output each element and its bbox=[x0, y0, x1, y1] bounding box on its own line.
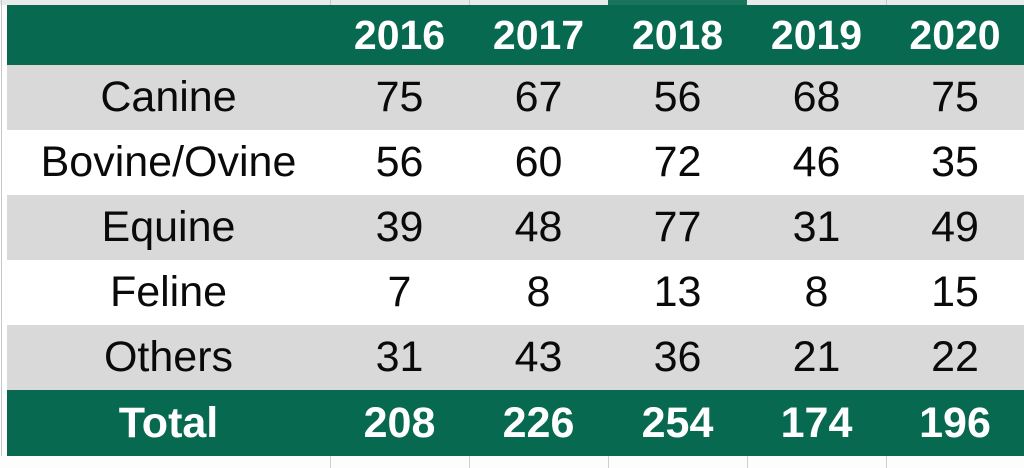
cell-others-2016: 31 bbox=[330, 325, 469, 390]
cell-canine-2020: 75 bbox=[886, 65, 1024, 130]
cell-feline-2018: 13 bbox=[608, 260, 747, 325]
cell-canine-2019: 68 bbox=[747, 65, 886, 130]
gridline bbox=[608, 456, 609, 468]
cell-total-2016: 208 bbox=[330, 390, 469, 456]
cell-feline-2020: 15 bbox=[886, 260, 1024, 325]
cell-total-2017: 226 bbox=[469, 390, 608, 456]
row-label: Others bbox=[7, 325, 330, 390]
table-row-equine: Equine 39 48 77 31 49 bbox=[7, 195, 1024, 260]
cell-bovine-2016: 56 bbox=[330, 130, 469, 195]
left-edge-gridline bbox=[1, 0, 2, 468]
year-header-2016: 2016 bbox=[330, 5, 469, 65]
cell-equine-2016: 39 bbox=[330, 195, 469, 260]
spreadsheet-row-below-sliver bbox=[0, 456, 1024, 468]
gridline bbox=[886, 456, 887, 468]
cell-feline-2019: 8 bbox=[747, 260, 886, 325]
table-header-row: 2016 2017 2018 2019 2020 bbox=[7, 5, 1024, 65]
cell-equine-2017: 48 bbox=[469, 195, 608, 260]
gridline bbox=[469, 456, 470, 468]
cell-bovine-2020: 35 bbox=[886, 130, 1024, 195]
spreadsheet-row-above-sliver bbox=[0, 0, 1024, 5]
year-header-2018: 2018 bbox=[608, 5, 747, 65]
cell-equine-2018: 77 bbox=[608, 195, 747, 260]
gridline bbox=[886, 0, 887, 5]
cell-equine-2020: 49 bbox=[886, 195, 1024, 260]
table-total-row: Total 208 226 254 174 196 bbox=[7, 390, 1024, 456]
cell-bovine-2019: 46 bbox=[747, 130, 886, 195]
cell-bovine-2018: 72 bbox=[608, 130, 747, 195]
corner-header-cell bbox=[7, 5, 330, 65]
gridline bbox=[469, 0, 470, 5]
cell-total-2019: 174 bbox=[747, 390, 886, 456]
cell-canine-2016: 75 bbox=[330, 65, 469, 130]
gridline bbox=[330, 456, 331, 468]
cell-canine-2018: 56 bbox=[608, 65, 747, 130]
total-label: Total bbox=[7, 390, 330, 456]
table-row-feline: Feline 7 8 13 8 15 bbox=[7, 260, 1024, 325]
cell-total-2020: 196 bbox=[886, 390, 1024, 456]
cell-canine-2017: 67 bbox=[469, 65, 608, 130]
cell-bovine-2017: 60 bbox=[469, 130, 608, 195]
table-row-others: Others 31 43 36 21 22 bbox=[7, 325, 1024, 390]
cell-others-2017: 43 bbox=[469, 325, 608, 390]
animal-cases-by-year-table: 2016 2017 2018 2019 2020 Canine 75 67 56… bbox=[7, 5, 1024, 456]
cell-others-2018: 36 bbox=[608, 325, 747, 390]
cell-feline-2017: 8 bbox=[469, 260, 608, 325]
year-header-2020: 2020 bbox=[886, 5, 1024, 65]
green-cell-above-2018-column bbox=[608, 0, 747, 5]
row-label: Canine bbox=[7, 65, 330, 130]
year-header-2019: 2019 bbox=[747, 5, 886, 65]
cell-others-2019: 21 bbox=[747, 325, 886, 390]
table-row-bovine-ovine: Bovine/Ovine 56 60 72 46 35 bbox=[7, 130, 1024, 195]
gridline bbox=[747, 456, 748, 468]
cell-others-2020: 22 bbox=[886, 325, 1024, 390]
row-label: Equine bbox=[7, 195, 330, 260]
cell-feline-2016: 7 bbox=[330, 260, 469, 325]
row-label: Bovine/Ovine bbox=[7, 130, 330, 195]
year-header-2017: 2017 bbox=[469, 5, 608, 65]
row-label: Feline bbox=[7, 260, 330, 325]
cell-total-2018: 254 bbox=[608, 390, 747, 456]
gridline bbox=[330, 0, 331, 5]
table-row-canine: Canine 75 67 56 68 75 bbox=[7, 65, 1024, 130]
cell-equine-2019: 31 bbox=[747, 195, 886, 260]
